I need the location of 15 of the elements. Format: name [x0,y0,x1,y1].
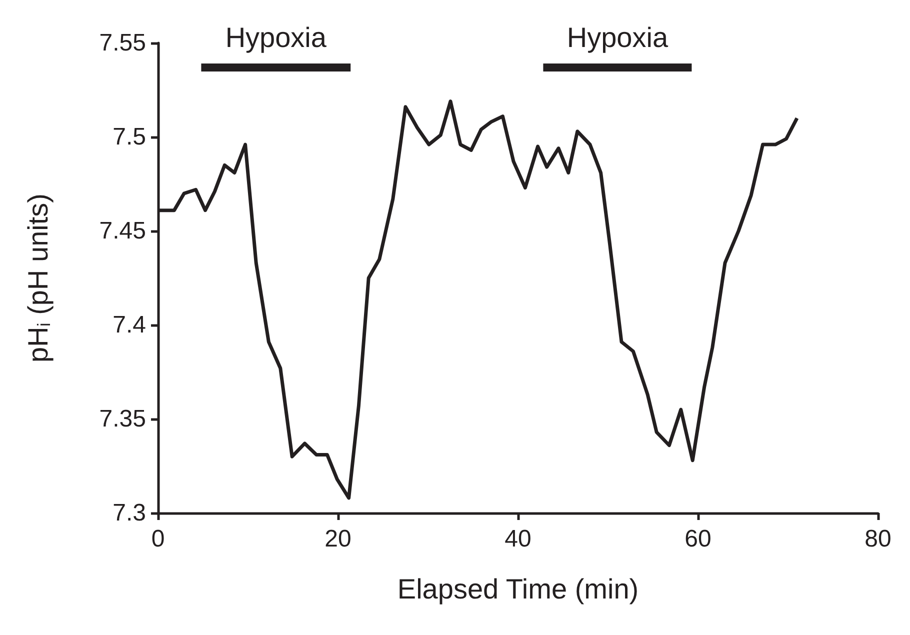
x-tick-label: 20 [324,526,352,552]
x-tick-label: 80 [864,526,892,552]
y-tick-label: 7.45 [99,218,146,244]
x-tick-label: 0 [151,526,165,552]
y-tick-label: 7.4 [112,312,146,338]
y-tick-label: 7.35 [99,406,146,432]
x-tick-label: 60 [684,526,712,552]
y-tick-label: 7.5 [112,124,146,150]
series-label: Hypoxia [566,22,668,53]
y-tick-label: 7.3 [112,500,146,526]
x-axis-title: Elapsed Time (min) [397,574,639,604]
series-label: Hypoxia [225,22,327,53]
y-tick-label: 7.55 [99,30,146,56]
y-axis-title: pHi (pH units) [22,194,54,362]
x-tick-label: 40 [504,526,532,552]
